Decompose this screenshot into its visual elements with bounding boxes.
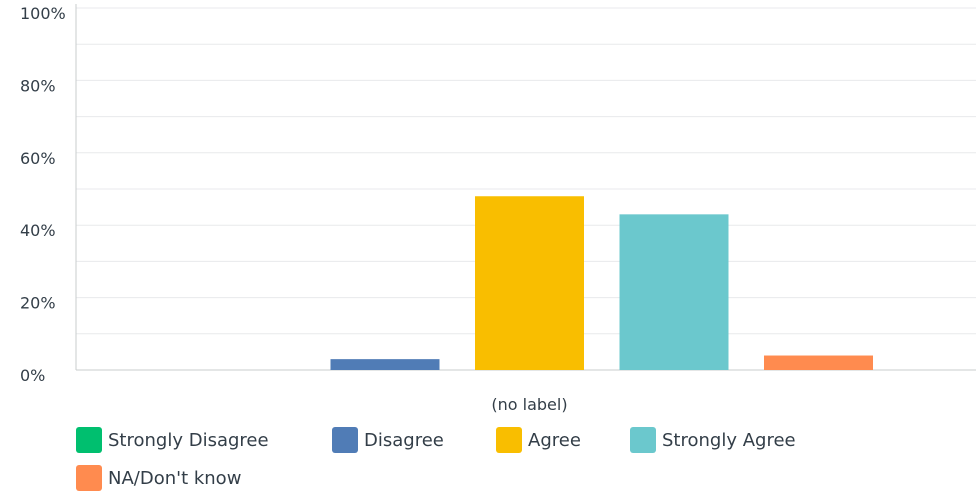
legend-swatch-strongly-agree bbox=[630, 427, 656, 453]
bar-chart: 0% 20% 40% 60% 80% 100% (no label) bbox=[20, 4, 976, 414]
y-tick-label: 100% bbox=[20, 4, 66, 23]
y-tick-label: 0% bbox=[20, 366, 45, 385]
y-tick-label: 60% bbox=[20, 149, 56, 168]
legend-swatch-agree bbox=[496, 427, 522, 453]
legend-label-agree: Agree bbox=[528, 429, 581, 451]
legend-item-disagree: Disagree bbox=[332, 427, 444, 453]
legend-label-strongly-disagree: Strongly Disagree bbox=[108, 429, 269, 451]
legend-label-disagree: Disagree bbox=[364, 429, 444, 451]
bar bbox=[619, 214, 729, 370]
legend-item-na-dont-know: NA/Don't know bbox=[76, 465, 241, 491]
y-tick-label: 20% bbox=[20, 294, 56, 313]
legend-swatch-strongly-disagree bbox=[76, 427, 102, 453]
legend-swatch-disagree bbox=[332, 427, 358, 453]
legend-item-strongly-disagree: Strongly Disagree bbox=[76, 427, 269, 453]
y-tick-label: 80% bbox=[20, 76, 56, 95]
y-tick-label: 40% bbox=[20, 221, 56, 240]
bar bbox=[764, 355, 873, 370]
legend-label-na-dont-know: NA/Don't know bbox=[108, 467, 242, 489]
bar bbox=[475, 196, 584, 370]
legend-label-strongly-agree: Strongly Agree bbox=[662, 429, 796, 451]
bar bbox=[330, 359, 440, 370]
legend-item-agree: Agree bbox=[496, 427, 581, 453]
legend-item-strongly-agree: Strongly Agree bbox=[630, 427, 796, 453]
legend-swatch-na-dont-know bbox=[76, 465, 102, 491]
x-category-label: (no label) bbox=[491, 395, 567, 414]
